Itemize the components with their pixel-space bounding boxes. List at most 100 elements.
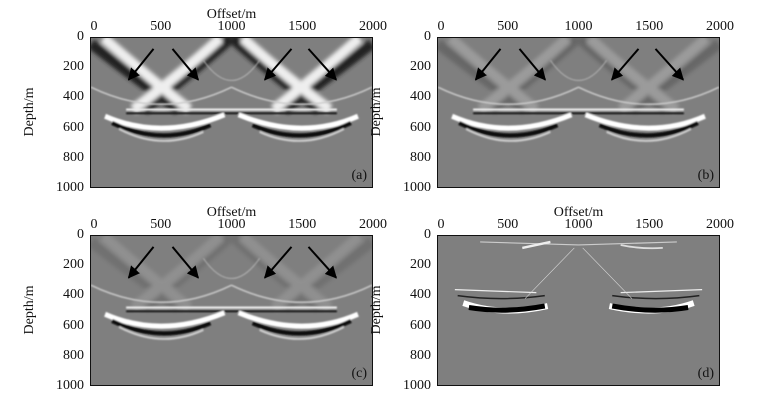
x-axis-label: Offset/m: [206, 205, 257, 220]
annotation-arrow: [611, 49, 639, 80]
y-axis-label: Depth/m: [22, 87, 37, 137]
residual-event: [454, 289, 537, 294]
x-tick-label: 500: [497, 217, 519, 232]
reflector-event: [465, 127, 551, 142]
reflector-event: [104, 112, 226, 131]
reflector-event: [203, 60, 260, 81]
reflector-event: [118, 325, 204, 340]
annotation-arrow: [128, 49, 154, 80]
direct-wave-event: [488, 38, 582, 114]
seismic-image: [437, 235, 720, 386]
y-tick-label: 200: [63, 257, 84, 273]
y-tick-label: 0: [77, 227, 84, 242]
panel-d: Offset/m Depth/m 0 500 1000 1500 2000 0 200 400 60…: [369, 205, 734, 393]
reflector-event: [251, 319, 352, 336]
annotation-arrow: [655, 49, 684, 80]
y-tick-label: 0: [77, 29, 84, 44]
x-tick-label: 1500: [635, 217, 664, 232]
y-tick-label: 1000: [56, 378, 84, 393]
residual-event: [582, 247, 633, 299]
reflector-event: [118, 127, 204, 142]
direct-wave-event: [141, 38, 235, 114]
direct-wave-event: [447, 38, 540, 114]
y-tick-label: 400: [63, 89, 84, 105]
y-tick-label: 600: [410, 119, 431, 135]
reflector-event: [237, 112, 359, 131]
reflector-event: [451, 112, 573, 131]
reflector-event: [203, 258, 260, 279]
direct-wave-event: [575, 38, 669, 114]
reflectors: [91, 258, 372, 340]
direct-wave-event: [586, 38, 680, 114]
reflector-event: [111, 121, 212, 138]
direct-waves: [91, 236, 372, 312]
reflectors: [438, 60, 719, 142]
panel-b: Depth/m 0 500 1000 1500 2000 0 200 400 600 800 1000…: [369, 20, 734, 195]
y-tick-label: 600: [63, 119, 84, 135]
annotation-arrow: [172, 247, 199, 278]
direct-wave-event: [91, 39, 181, 114]
annotation-arrow: [264, 49, 292, 80]
direct-wave-event: [141, 236, 235, 312]
x-axis-label: Offset/m: [206, 7, 257, 22]
direct-wave-event: [239, 38, 333, 114]
x-tick-label: 1500: [635, 19, 664, 34]
x-tick-label: 0: [437, 217, 445, 232]
direct-wave-event: [270, 38, 363, 114]
x-tick-label: 1000: [217, 217, 246, 232]
y-tick-label: 0: [424, 227, 431, 242]
x-tick-label: 0: [437, 19, 445, 34]
reflectors: [91, 60, 372, 142]
residual-event: [611, 303, 689, 313]
x-tick-label: 2000: [706, 217, 734, 232]
x-tick-label: 500: [497, 19, 519, 34]
panel-c: Offset/m Depth/m 0 500 1000 1500 2000 0 200 400 60…: [22, 205, 387, 393]
x-tick-label: 1500: [288, 217, 317, 232]
direct-wave-event: [100, 38, 193, 114]
reflector-event: [111, 319, 212, 336]
y-axis-label: Depth/m: [369, 87, 384, 137]
annotation-arrow: [264, 247, 292, 278]
seismic-image: [90, 37, 373, 188]
reflector-event: [91, 86, 232, 105]
direct-wave-event: [282, 39, 372, 114]
y-tick-label: 200: [63, 59, 84, 75]
reflector-event: [259, 127, 345, 142]
residual-event: [620, 244, 663, 250]
annotation-arrow: [308, 49, 337, 80]
direct-wave-event: [228, 236, 322, 312]
y-tick-label: 400: [410, 89, 431, 105]
direct-wave-event: [239, 236, 333, 312]
residual-event: [480, 241, 579, 246]
y-tick-label: 0: [424, 29, 431, 44]
reflector-event: [438, 86, 579, 105]
reflector-event: [606, 127, 692, 142]
direct-wave-event: [438, 39, 528, 114]
x-tick-label: 1500: [288, 19, 317, 34]
residual-event: [620, 289, 703, 294]
events: [91, 236, 372, 340]
annotation-arrow: [475, 49, 501, 80]
x-tick-label: 500: [150, 19, 172, 34]
x-tick-label: 0: [90, 217, 98, 232]
annotation-arrow: [128, 247, 154, 278]
direct-wave-event: [477, 38, 571, 114]
x-tick-label: 2000: [359, 19, 387, 34]
panel-label: (d): [697, 366, 714, 381]
y-tick-label: 400: [410, 287, 431, 303]
y-tick-label: 800: [63, 347, 84, 363]
panel-label: (b): [697, 168, 714, 183]
direct-wave-event: [629, 39, 719, 114]
panel-label: (a): [351, 168, 367, 183]
direct-wave-event: [228, 38, 322, 114]
y-tick-label: 200: [410, 257, 431, 273]
direct-wave-event: [91, 237, 181, 312]
reflector-event: [104, 310, 226, 329]
seismic-image: [437, 37, 720, 188]
direct-waves: [438, 38, 719, 114]
reflector-event: [91, 284, 232, 303]
residual-event: [578, 241, 677, 246]
panel-label: (c): [351, 366, 367, 381]
reflector-event: [237, 310, 359, 329]
residual-event: [522, 240, 551, 250]
